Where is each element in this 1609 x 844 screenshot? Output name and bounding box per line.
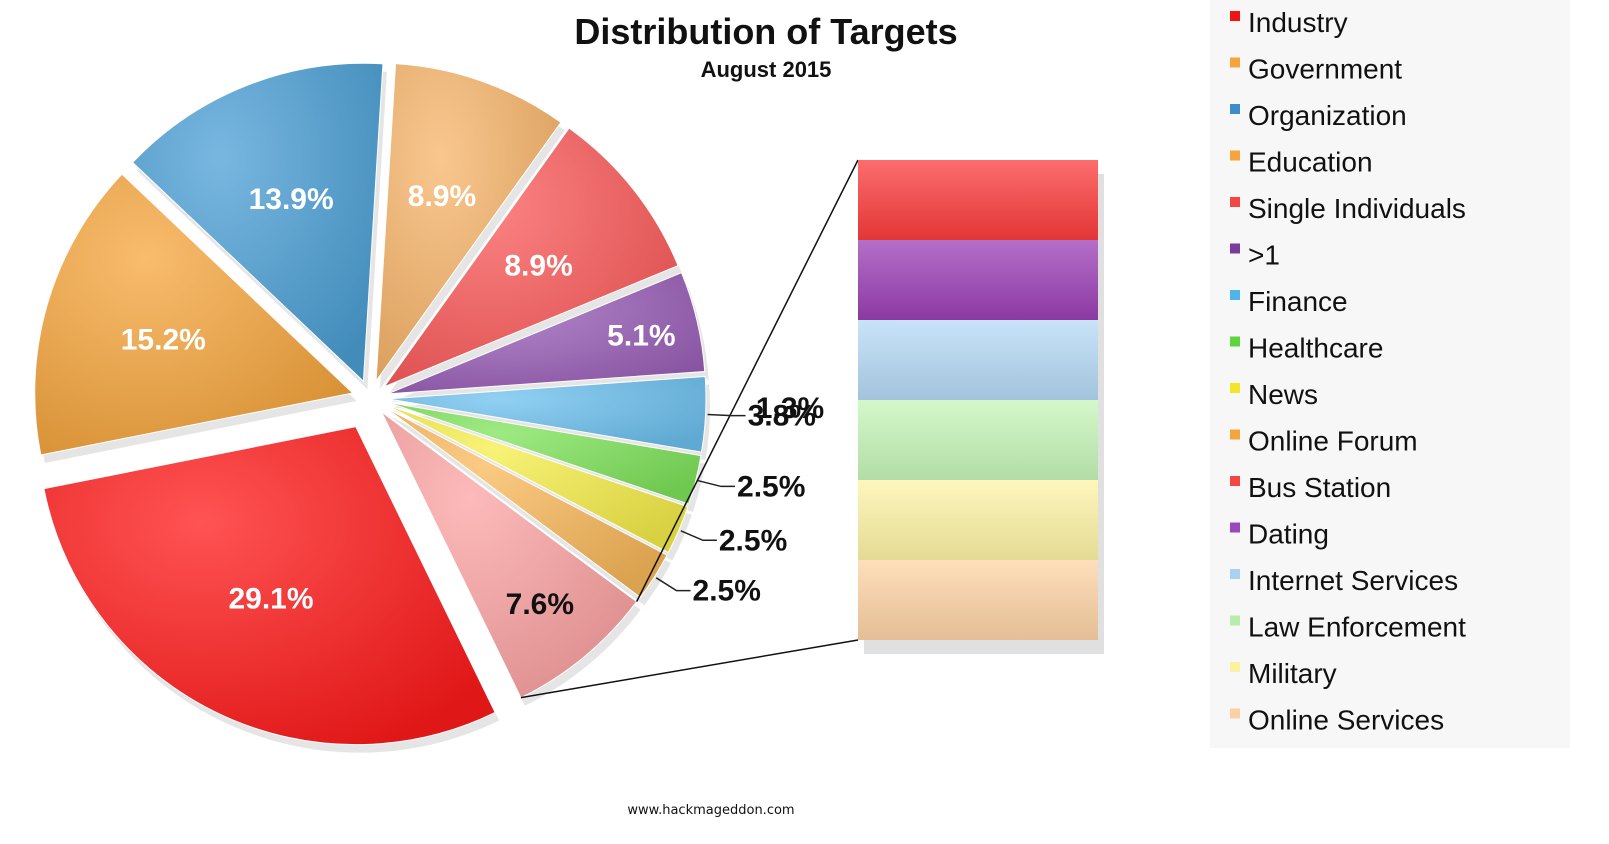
connector-top [635, 159, 859, 602]
legend-label: >1 [1248, 240, 1280, 271]
legend-label: Organization [1248, 100, 1407, 131]
legend-label: Military [1248, 658, 1337, 689]
legend-swatch [1230, 708, 1240, 719]
legend-panel [1210, 0, 1570, 748]
leader-line [697, 479, 736, 488]
slice-organization [131, 62, 384, 383]
legend-swatch [1230, 429, 1240, 440]
legend-label: Dating [1248, 519, 1329, 550]
slice-industry [43, 426, 496, 746]
legend-item-bus-station: Bus Station [1230, 472, 1391, 503]
slice-online-forum [384, 407, 668, 599]
legend-label: Education [1248, 147, 1373, 178]
slice-label-government: 15.2% [121, 323, 206, 356]
slice-label-industry: 29.1% [228, 583, 313, 616]
legend: Industry Government Organization Education S… [1230, 7, 1466, 736]
legend-item-1: >1 [1230, 240, 1280, 271]
breakdown-segment-military [858, 480, 1098, 560]
slice-news [386, 404, 689, 554]
slice-finance [387, 375, 707, 453]
breakdown-bar [858, 160, 1104, 654]
legend-item-online-services: Online Services [1230, 705, 1444, 736]
legend-label: Finance [1248, 286, 1348, 317]
slice-government [34, 173, 354, 456]
legend-swatch [1230, 104, 1240, 114]
legend-swatch [1230, 569, 1240, 579]
chart-title: Distribution of Targets [574, 11, 957, 52]
legend-swatch [1230, 383, 1240, 393]
legend-label: Industry [1248, 7, 1348, 38]
slice-label-online-forum: 2.5% [693, 575, 761, 608]
slice-label-single-individuals: 8.9% [504, 249, 572, 282]
legend-item-organization: Organization [1230, 100, 1407, 131]
slice-other [381, 411, 638, 699]
slice-1 [387, 272, 706, 395]
legend-item-finance: Finance [1230, 286, 1348, 317]
legend-swatch [1230, 615, 1240, 626]
slice-label-1: 5.1% [607, 319, 675, 352]
slice-label-healthcare: 2.5% [737, 470, 805, 503]
legend-item-single-individuals: Single Individuals [1230, 193, 1466, 224]
legend-item-news: News [1230, 379, 1318, 410]
breakdown-segment-dating [858, 240, 1098, 320]
pie-slices [34, 62, 710, 753]
legend-item-internet-services: Internet Services [1230, 565, 1458, 596]
legend-swatch [1230, 11, 1240, 21]
legend-label: Healthcare [1248, 333, 1383, 364]
legend-item-online-forum: Online Forum [1230, 426, 1418, 457]
legend-label: Law Enforcement [1248, 612, 1466, 643]
slice-label-education: 8.9% [408, 180, 476, 213]
legend-swatch [1230, 336, 1240, 347]
legend-label: News [1248, 379, 1318, 410]
slice-label-finance: 3.8% [748, 400, 816, 433]
breakdown-segment-law-enforcement [858, 400, 1098, 480]
legend-item-healthcare: Healthcare [1230, 333, 1383, 364]
slice-label-news: 2.5% [719, 524, 787, 557]
legend-label: Government [1248, 54, 1402, 85]
legend-label: Online Services [1248, 705, 1444, 736]
slice-single-individuals [382, 127, 679, 388]
leader-line [655, 577, 691, 592]
legend-swatch [1230, 522, 1240, 533]
legend-label: Bus Station [1248, 472, 1391, 503]
legend-swatch [1230, 150, 1240, 161]
legend-item-industry: Industry [1230, 7, 1348, 38]
legend-item-education: Education [1230, 147, 1373, 178]
connector-bottom [520, 639, 859, 699]
breakdown-segment-online-services [858, 560, 1098, 640]
legend-swatch [1230, 662, 1240, 672]
chart-subtitle: August 2015 [701, 57, 832, 82]
legend-swatch [1230, 197, 1240, 207]
connector-lines [520, 159, 859, 699]
breakdown-segment-internet-services [858, 320, 1098, 400]
slice-labels: 29.1% 15.2% 13.9% 8.9% 8.9% 5.1% 7.6% 3.8% 2.5% 2… [121, 180, 824, 621]
leader-line [680, 530, 717, 542]
breakdown-label: 1.3% [756, 392, 824, 425]
legend-label: Single Individuals [1248, 193, 1466, 224]
leader-line [707, 413, 746, 417]
legend-label: Online Forum [1248, 426, 1418, 457]
legend-item-government: Government [1230, 54, 1402, 85]
legend-item-law-enforcement: Law Enforcement [1230, 612, 1466, 643]
slice-education [375, 63, 562, 383]
legend-item-military: Military [1230, 658, 1337, 689]
legend-swatch [1230, 57, 1240, 68]
legend-swatch [1230, 243, 1240, 254]
legend-label: Internet Services [1248, 565, 1458, 596]
legend-swatch [1230, 290, 1240, 300]
slice-label-other: 7.6% [506, 588, 574, 621]
legend-swatch [1230, 476, 1240, 486]
legend-item-dating: Dating [1230, 519, 1329, 550]
breakdown-segment-bus-station [858, 160, 1098, 240]
source-credit: www.hackmageddon.com [627, 803, 794, 818]
slice-healthcare [387, 401, 702, 505]
slice-label-organization: 13.9% [249, 183, 334, 216]
